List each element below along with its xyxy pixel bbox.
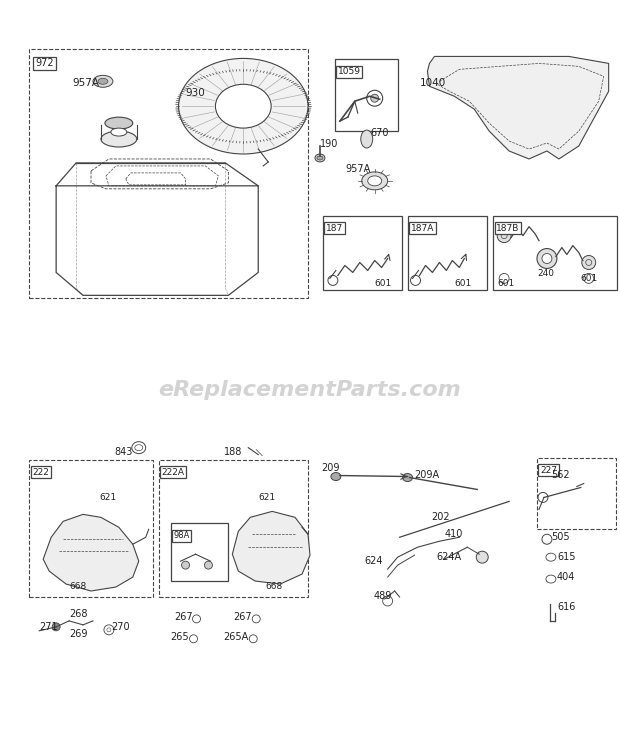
Text: 404: 404	[557, 572, 575, 582]
Text: 615: 615	[557, 552, 575, 562]
Ellipse shape	[179, 59, 308, 154]
Ellipse shape	[371, 94, 379, 102]
Polygon shape	[232, 511, 310, 584]
Ellipse shape	[315, 154, 325, 162]
Ellipse shape	[402, 473, 412, 481]
Text: 972: 972	[35, 59, 54, 68]
Text: 1059: 1059	[338, 68, 361, 77]
Ellipse shape	[101, 131, 137, 147]
Ellipse shape	[497, 228, 511, 243]
Text: 267: 267	[234, 612, 252, 622]
Text: 957A: 957A	[72, 78, 99, 89]
Text: 601: 601	[454, 279, 472, 288]
Text: 624: 624	[364, 557, 383, 566]
Polygon shape	[427, 57, 609, 159]
Text: 202: 202	[432, 513, 450, 522]
Text: 268: 268	[69, 609, 87, 619]
Ellipse shape	[361, 172, 388, 190]
Text: 187A: 187A	[410, 224, 434, 233]
Text: eReplacementParts.com: eReplacementParts.com	[159, 380, 461, 400]
Text: 601: 601	[581, 274, 598, 283]
Text: 1040: 1040	[420, 78, 446, 89]
Text: 616: 616	[557, 602, 575, 612]
Ellipse shape	[98, 78, 108, 84]
Polygon shape	[43, 514, 139, 591]
Text: 222: 222	[32, 467, 49, 477]
Ellipse shape	[368, 176, 382, 186]
Bar	[29, 460, 153, 597]
Text: 265: 265	[170, 632, 188, 642]
Text: 562: 562	[551, 469, 570, 480]
Ellipse shape	[205, 561, 213, 569]
Text: 957A: 957A	[346, 164, 371, 174]
Ellipse shape	[52, 623, 60, 631]
Text: 271: 271	[39, 622, 58, 632]
Text: 410: 410	[445, 529, 463, 539]
Bar	[335, 60, 397, 131]
Text: 269: 269	[69, 629, 87, 639]
Text: 187B: 187B	[496, 224, 520, 233]
Text: 209A: 209A	[415, 469, 440, 480]
Ellipse shape	[542, 254, 552, 263]
Bar	[323, 216, 402, 290]
Bar	[493, 216, 617, 290]
Text: 601: 601	[497, 279, 515, 288]
Text: 222A: 222A	[162, 467, 185, 477]
Text: 209: 209	[321, 463, 340, 472]
Text: 270: 270	[111, 622, 130, 632]
Ellipse shape	[111, 128, 127, 136]
Text: 505: 505	[551, 532, 570, 542]
Ellipse shape	[105, 117, 133, 129]
Text: 188: 188	[224, 446, 242, 457]
Text: 621: 621	[99, 493, 116, 502]
Text: 670: 670	[371, 128, 389, 138]
Text: 930: 930	[185, 89, 205, 98]
Ellipse shape	[317, 156, 323, 160]
Text: 668: 668	[69, 582, 86, 591]
Bar	[537, 458, 616, 529]
Ellipse shape	[182, 561, 190, 569]
Ellipse shape	[582, 255, 596, 269]
Text: 624A: 624A	[436, 552, 461, 562]
Text: 240: 240	[537, 269, 554, 278]
Bar	[159, 460, 308, 597]
Ellipse shape	[215, 84, 271, 128]
Text: 843: 843	[115, 446, 133, 457]
Text: 227: 227	[540, 466, 557, 475]
Text: 601: 601	[374, 279, 392, 288]
Text: 190: 190	[320, 139, 339, 149]
Bar	[170, 523, 228, 581]
Text: 621: 621	[259, 493, 275, 502]
Ellipse shape	[361, 130, 373, 148]
Text: 668: 668	[265, 582, 283, 591]
Bar	[407, 216, 487, 290]
Text: 489: 489	[373, 591, 392, 601]
Ellipse shape	[537, 248, 557, 269]
Text: 98A: 98A	[174, 531, 190, 540]
Bar	[29, 49, 308, 298]
Text: 265A: 265A	[223, 632, 248, 642]
Ellipse shape	[476, 551, 488, 563]
Ellipse shape	[331, 472, 341, 481]
Text: 187: 187	[326, 224, 343, 233]
Text: 267: 267	[174, 612, 193, 622]
Ellipse shape	[93, 75, 113, 87]
